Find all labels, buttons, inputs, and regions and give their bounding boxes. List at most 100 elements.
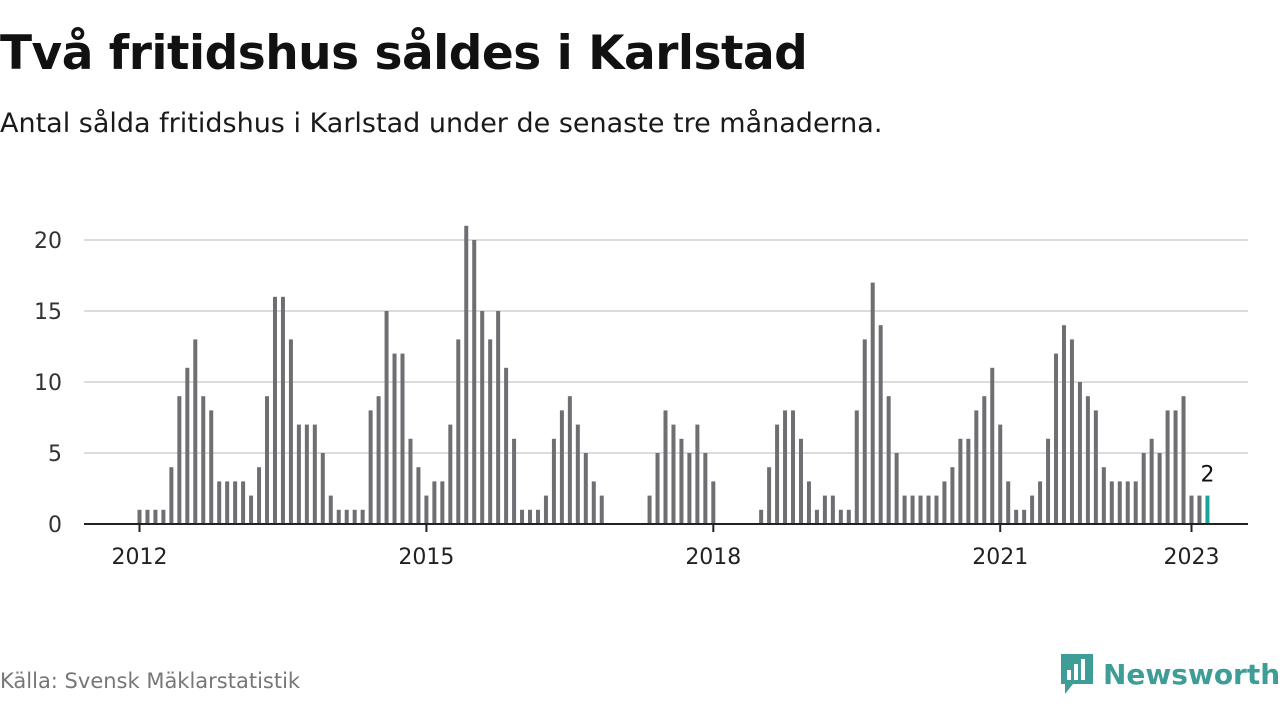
bar xyxy=(679,438,684,524)
x-tick-label: 2018 xyxy=(685,545,741,570)
bar xyxy=(320,453,325,524)
bar xyxy=(1077,382,1082,524)
bar xyxy=(249,495,254,524)
chart-subtitle: Antal sålda fritidshus i Karlstad under … xyxy=(0,108,883,139)
bar xyxy=(870,282,875,524)
bar xyxy=(798,438,803,524)
bar xyxy=(328,495,333,524)
bar xyxy=(543,495,548,524)
bar xyxy=(193,339,198,524)
bar xyxy=(990,367,995,524)
bar xyxy=(846,509,851,524)
bar xyxy=(400,353,405,524)
bar xyxy=(958,438,963,524)
bar xyxy=(472,240,477,524)
bars xyxy=(137,225,1210,525)
bar xyxy=(352,509,357,524)
bar xyxy=(998,424,1003,524)
bar xyxy=(759,509,764,524)
bar xyxy=(791,410,796,524)
bar xyxy=(567,396,572,524)
bar xyxy=(671,424,676,524)
bar xyxy=(1189,495,1194,524)
bar xyxy=(520,509,525,524)
bar xyxy=(926,495,931,524)
bar xyxy=(304,424,309,524)
bar xyxy=(241,481,246,524)
y-tick-label: 0 xyxy=(48,513,62,538)
bar xyxy=(934,495,939,524)
brand-name: Newsworthy xyxy=(1103,657,1280,691)
bar xyxy=(512,438,517,524)
bar xyxy=(368,410,373,524)
bar xyxy=(233,481,238,524)
bar xyxy=(1197,495,1202,524)
bar xyxy=(1061,325,1066,524)
bar xyxy=(695,424,700,524)
bar xyxy=(1030,495,1035,524)
bar xyxy=(1006,481,1011,524)
x-tick-label: 2021 xyxy=(972,545,1028,570)
bar xyxy=(1109,481,1114,524)
bar xyxy=(288,339,293,524)
bar xyxy=(416,467,421,524)
bar xyxy=(663,410,668,524)
bar xyxy=(360,509,365,524)
bar xyxy=(687,453,692,524)
bar xyxy=(1022,509,1027,524)
brand-logo[interactable]: Newsworthy xyxy=(1059,652,1280,696)
chart-title: Två fritidshus såldes i Karlstad xyxy=(0,26,808,81)
x-tick-label: 2015 xyxy=(398,545,454,570)
bar xyxy=(217,481,222,524)
bar xyxy=(966,438,971,524)
bar xyxy=(910,495,915,524)
bar xyxy=(559,410,564,524)
bar xyxy=(591,481,596,524)
bar xyxy=(1046,438,1051,524)
bar xyxy=(392,353,397,524)
bar xyxy=(201,396,206,524)
bar xyxy=(225,481,230,524)
bar xyxy=(886,396,891,524)
bar xyxy=(1101,467,1106,524)
bar xyxy=(496,311,501,524)
bar xyxy=(448,424,453,524)
bar xyxy=(408,438,413,524)
bar xyxy=(432,481,437,524)
bar xyxy=(185,367,190,524)
bar xyxy=(376,396,381,524)
bar xyxy=(137,509,142,524)
bar xyxy=(551,438,556,524)
bar xyxy=(783,410,788,524)
bar xyxy=(575,424,580,524)
bar xyxy=(257,467,262,524)
bar xyxy=(1141,453,1146,524)
y-tick-label: 15 xyxy=(34,300,62,325)
bar xyxy=(894,453,899,524)
bar xyxy=(464,225,469,525)
source-note: Källa: Svensk Mäklarstatistik xyxy=(0,669,301,693)
x-tick-label: 2023 xyxy=(1164,545,1220,570)
bar xyxy=(830,495,835,524)
bar xyxy=(1133,481,1138,524)
bar xyxy=(209,410,214,524)
bar xyxy=(775,424,780,524)
highlight-value-label: 2 xyxy=(1200,463,1214,488)
bar xyxy=(974,410,979,524)
bar xyxy=(854,410,859,524)
bar xyxy=(1157,453,1162,524)
bar xyxy=(1181,396,1186,524)
bar xyxy=(169,467,174,524)
bar xyxy=(1085,396,1090,524)
bar xyxy=(982,396,987,524)
bar xyxy=(280,296,285,524)
bar xyxy=(424,495,429,524)
bar xyxy=(177,396,182,524)
bar xyxy=(806,481,811,524)
bar xyxy=(1149,438,1154,524)
x-axis-ticks: 2012 2015 2018 2021 2023 xyxy=(112,524,1220,570)
bar xyxy=(488,339,493,524)
bar-labels: 2 xyxy=(1200,463,1214,488)
bar-highlight xyxy=(1205,495,1210,524)
bar xyxy=(504,367,509,524)
